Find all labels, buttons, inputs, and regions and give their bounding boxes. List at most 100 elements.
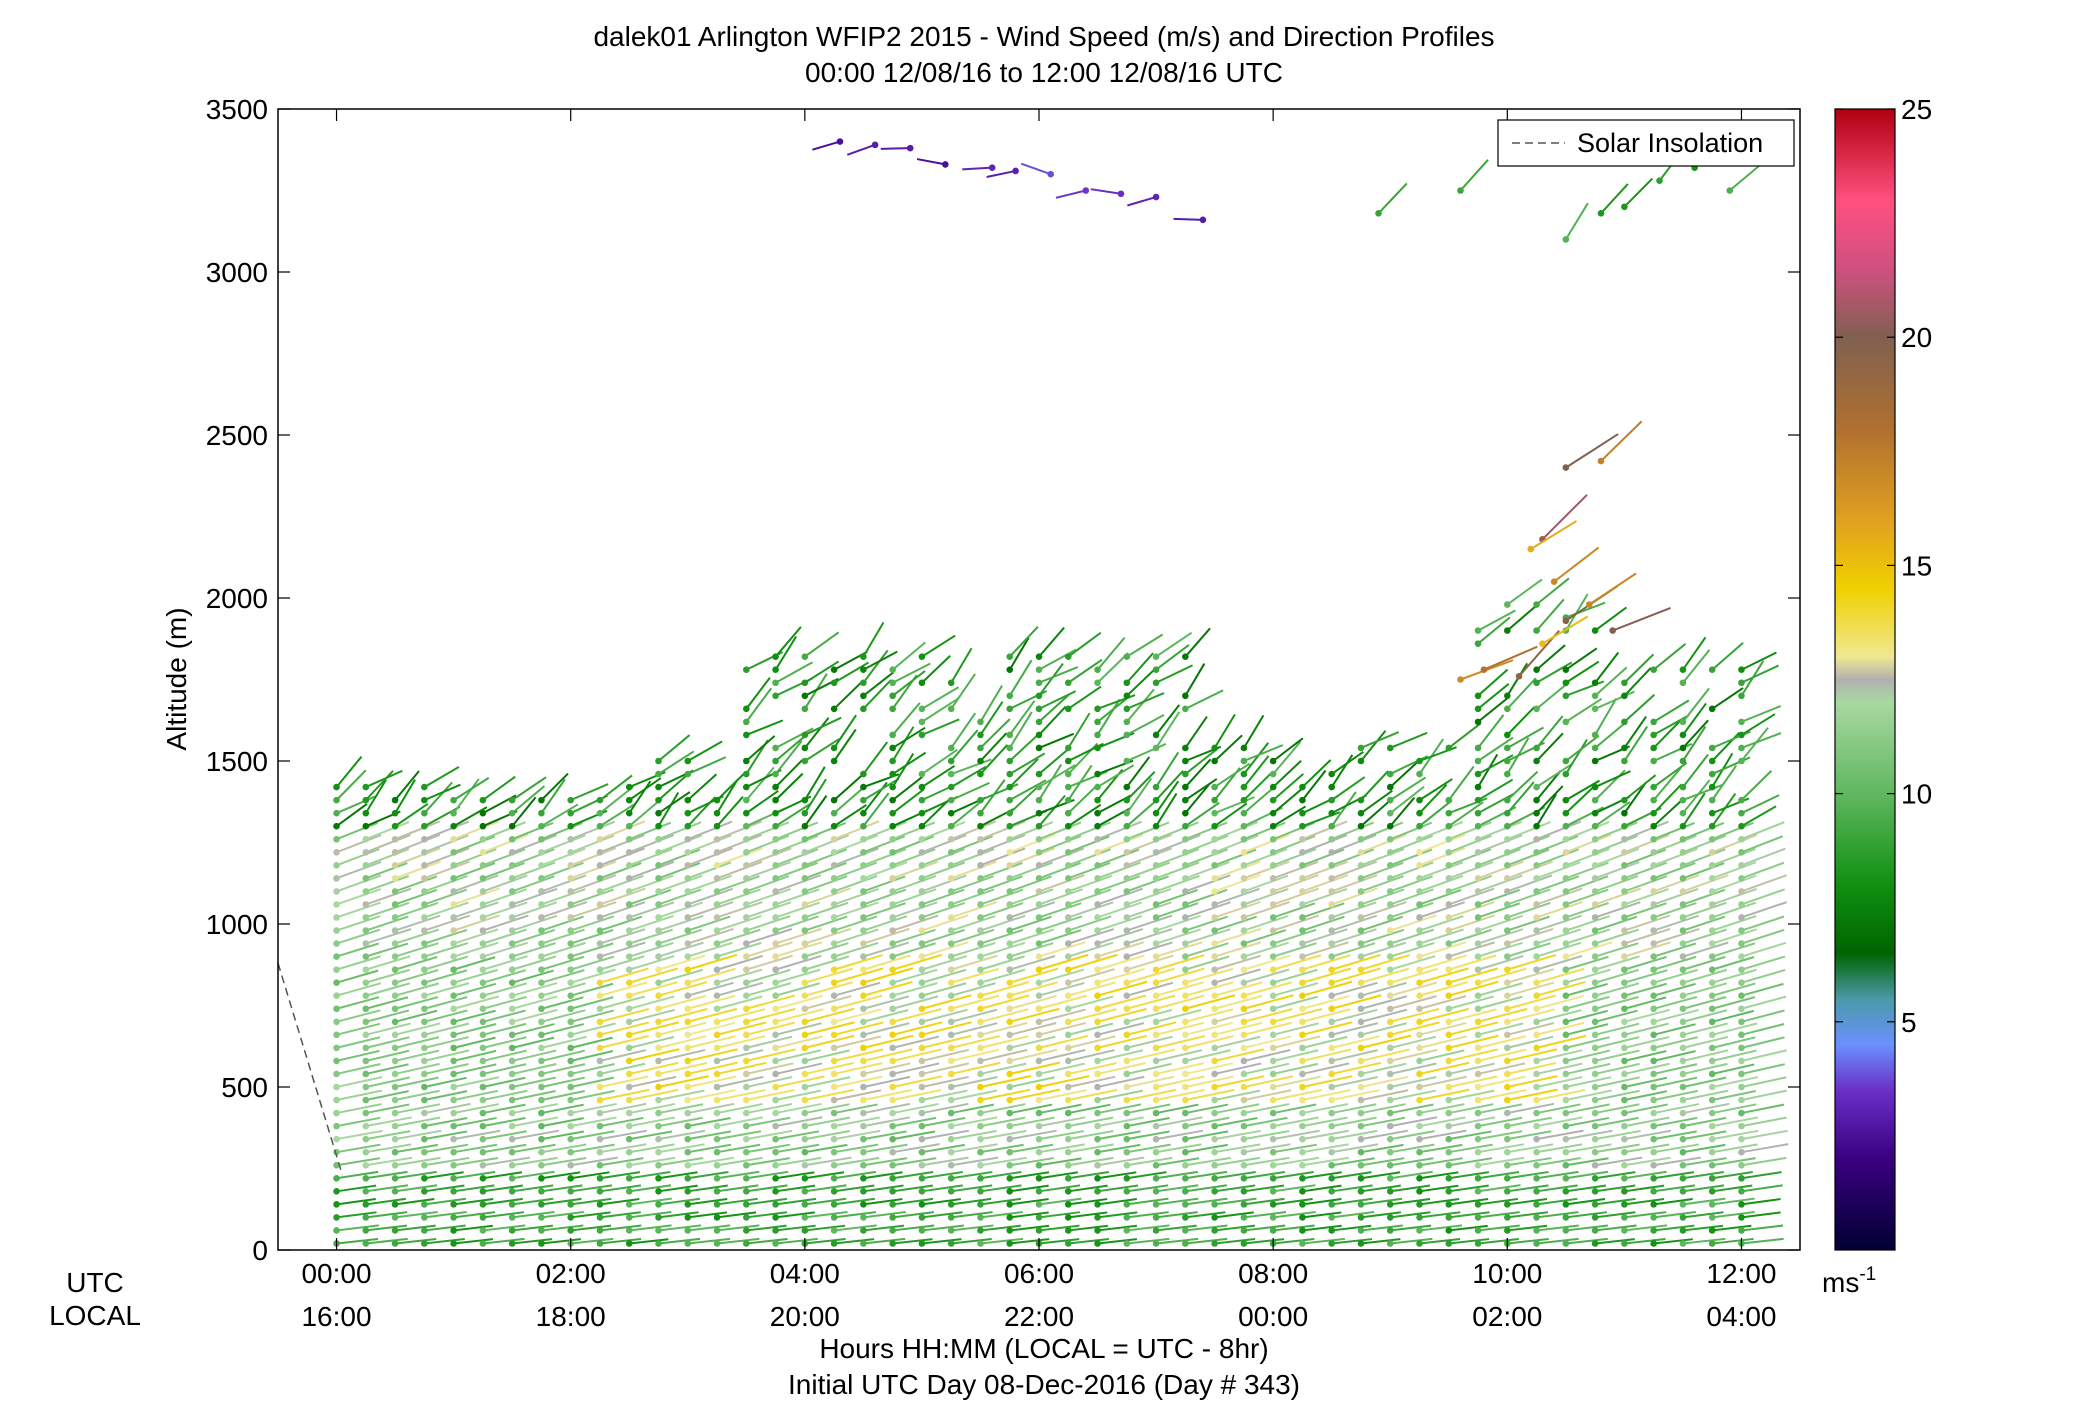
wind-barb bbox=[980, 1129, 1027, 1141]
wind-barb-point bbox=[1533, 1070, 1540, 1078]
wind-barb-point bbox=[1182, 1122, 1189, 1130]
wind-barb-point bbox=[391, 875, 399, 882]
wind-barb-point bbox=[684, 1148, 692, 1156]
wind-barb bbox=[629, 1238, 669, 1245]
wind-barb bbox=[1067, 915, 1112, 932]
wind-barb bbox=[1009, 967, 1059, 984]
wind-barb bbox=[1038, 1238, 1080, 1245]
wind-barb bbox=[1009, 784, 1041, 814]
wind-barb bbox=[570, 1184, 613, 1193]
wind-barb bbox=[1126, 633, 1164, 658]
wind-barb bbox=[775, 1062, 823, 1075]
wind-barb bbox=[980, 1021, 1028, 1036]
wind-barb bbox=[1067, 968, 1115, 984]
wind-barb bbox=[1624, 914, 1671, 932]
wind-barb-point bbox=[1474, 1122, 1482, 1130]
wind-barb bbox=[1389, 1021, 1440, 1036]
wind-barb-point bbox=[1375, 210, 1382, 217]
wind-barb bbox=[424, 860, 470, 880]
wind-barb-point bbox=[1182, 940, 1189, 947]
wind-barb bbox=[541, 1197, 582, 1206]
wind-barb-point bbox=[450, 1214, 457, 1221]
wind-barb-point bbox=[1504, 627, 1511, 634]
wind-barb bbox=[424, 1049, 470, 1062]
wind-barb bbox=[716, 954, 763, 971]
wind-barb bbox=[394, 1143, 439, 1154]
wind-barb-point bbox=[713, 979, 721, 986]
wind-barb-point bbox=[1386, 1057, 1394, 1065]
wind-barb bbox=[1536, 1116, 1583, 1128]
x-tick-label-local: 02:00 bbox=[1472, 1301, 1542, 1332]
wind-barb-point bbox=[391, 979, 399, 986]
wind-barb-point bbox=[508, 979, 516, 986]
wind-barb-point bbox=[1474, 848, 1482, 856]
wind-barb-point bbox=[1621, 901, 1628, 908]
wind-barb-point bbox=[1211, 1174, 1218, 1182]
wind-barb-point bbox=[1597, 457, 1605, 465]
wind-barb bbox=[1711, 847, 1756, 867]
wind-barb-point bbox=[655, 914, 662, 921]
wind-barb bbox=[1214, 802, 1248, 828]
wind-barb-point bbox=[1504, 744, 1511, 752]
wind-barb bbox=[950, 1075, 998, 1088]
wind-barb-point bbox=[1006, 744, 1014, 752]
wind-barb-point bbox=[508, 1148, 516, 1156]
wind-barb-point bbox=[1064, 744, 1072, 752]
wind-barb-point bbox=[1445, 927, 1453, 934]
wind-barb-point bbox=[977, 731, 984, 739]
wind-barb-point bbox=[684, 757, 692, 765]
wind-barb bbox=[541, 1130, 584, 1141]
wind-barb bbox=[1682, 915, 1726, 932]
wind-barb bbox=[1536, 1021, 1585, 1036]
wind-barb-point bbox=[508, 1161, 516, 1169]
wind-barb-point bbox=[1211, 966, 1218, 973]
wind-barb bbox=[745, 687, 773, 723]
wind-barb-point bbox=[918, 940, 926, 947]
wind-barb bbox=[1038, 705, 1067, 736]
wind-barb bbox=[394, 902, 439, 919]
wind-barb-point bbox=[421, 888, 428, 895]
wind-barb bbox=[394, 802, 429, 828]
wind-barb bbox=[1741, 1156, 1787, 1167]
wind-barb bbox=[365, 1076, 410, 1088]
wind-barb bbox=[1127, 196, 1157, 207]
wind-barb-point bbox=[538, 822, 545, 830]
wind-barb-point bbox=[625, 1070, 633, 1078]
wind-barb-point bbox=[1006, 1083, 1014, 1091]
wind-barb bbox=[833, 1184, 875, 1193]
wind-barb bbox=[336, 848, 380, 867]
wind-barb bbox=[1009, 995, 1057, 1010]
wind-barb bbox=[1184, 715, 1208, 749]
wind-barb bbox=[1507, 994, 1556, 1010]
wind-barb-point bbox=[1562, 1044, 1570, 1052]
wind-barb bbox=[1214, 1129, 1262, 1141]
wind-barb bbox=[746, 1021, 796, 1036]
wind-barb-point bbox=[479, 1005, 487, 1013]
wind-barb-point bbox=[1123, 1201, 1131, 1208]
wind-barb-point bbox=[1738, 1188, 1745, 1195]
wind-barb-point bbox=[1035, 718, 1043, 726]
wind-barb bbox=[1389, 1007, 1440, 1023]
wind-barb-point bbox=[508, 862, 516, 869]
wind-barb-point bbox=[1328, 1174, 1335, 1182]
wind-barb bbox=[892, 641, 926, 671]
wind-barb bbox=[1448, 1034, 1499, 1049]
wind-barb bbox=[1302, 834, 1348, 854]
wind-barb-point bbox=[1591, 953, 1599, 960]
wind-barb-point bbox=[977, 966, 984, 973]
wind-barb-point bbox=[977, 1135, 984, 1143]
wind-barb-point bbox=[918, 953, 926, 960]
wind-barb-point bbox=[479, 1096, 487, 1104]
wind-barb-point bbox=[684, 1109, 692, 1117]
wind-barb bbox=[365, 1170, 408, 1180]
wind-barb-point bbox=[655, 1201, 662, 1208]
wind-barb bbox=[365, 848, 410, 867]
wind-barb-point bbox=[1562, 1240, 1570, 1247]
wind-barb bbox=[716, 1197, 758, 1206]
wind-barb-point bbox=[772, 653, 779, 660]
wind-barb bbox=[1272, 1156, 1320, 1167]
wind-barb bbox=[1360, 967, 1410, 984]
wind-barb-point bbox=[508, 914, 516, 921]
wind-barb bbox=[1243, 1211, 1287, 1219]
wind-barb-point bbox=[1738, 979, 1745, 986]
